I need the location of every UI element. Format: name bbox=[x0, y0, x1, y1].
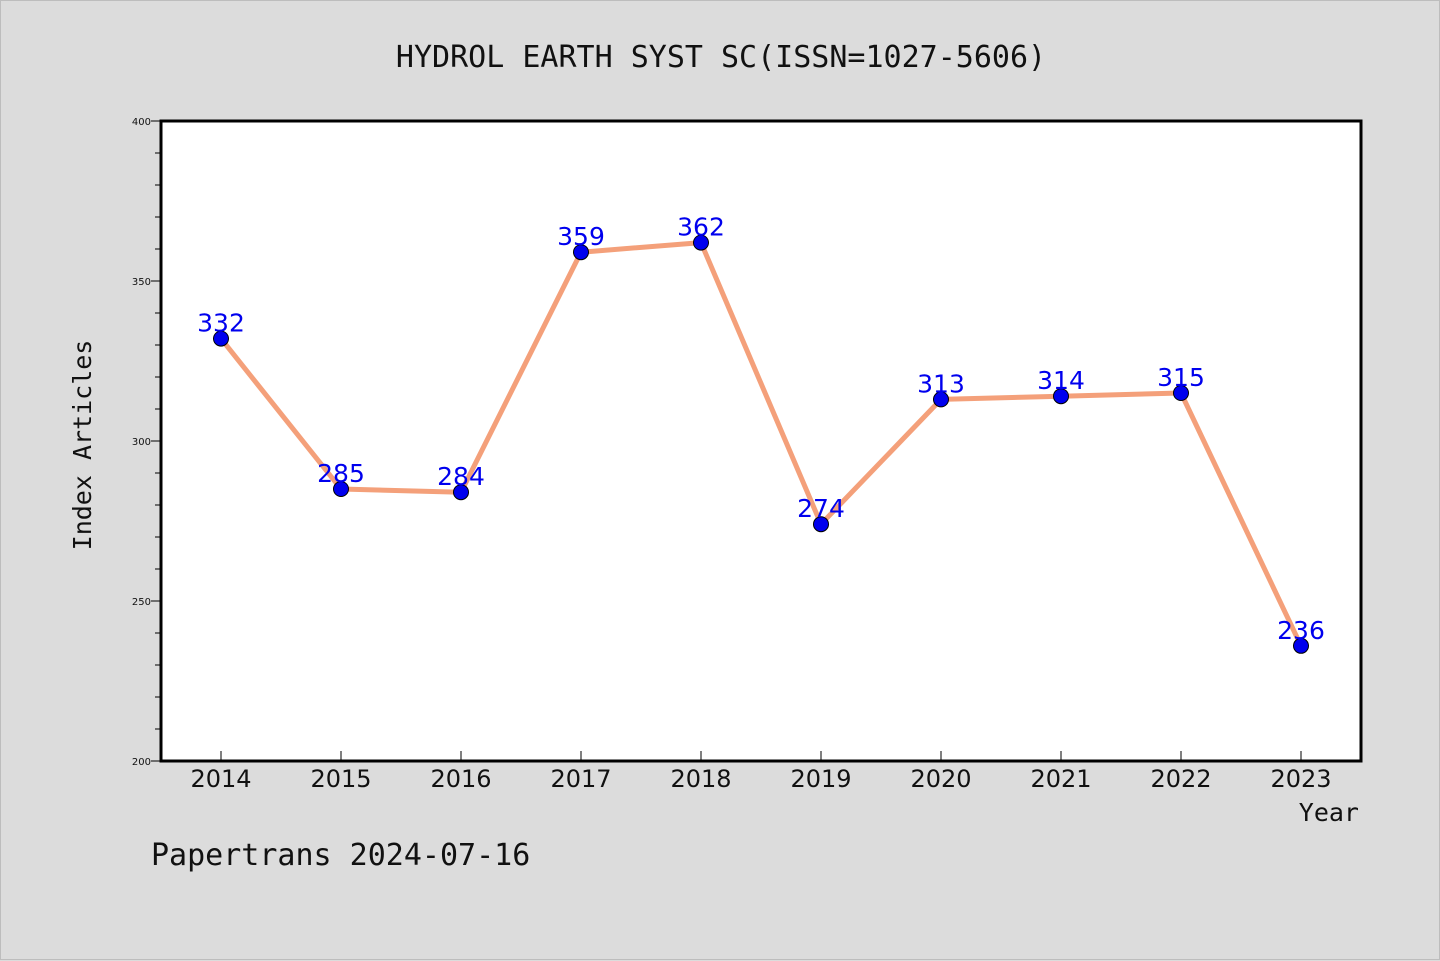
data-point bbox=[573, 244, 589, 261]
y-tick-label: 300 bbox=[132, 437, 151, 448]
data-point bbox=[933, 391, 949, 408]
data-label: 236 bbox=[1277, 616, 1325, 645]
series-line bbox=[218, 240, 1304, 649]
x-tick-label: 2021 bbox=[1030, 765, 1091, 793]
data-point bbox=[1293, 637, 1309, 654]
x-axis: 2014 2015 2016 2017 2018 2019 2020 2021 2022 2023 bbox=[190, 751, 1332, 793]
data-label: 315 bbox=[1157, 363, 1205, 392]
series-line-group bbox=[218, 240, 1304, 649]
x-tick-label: 2019 bbox=[790, 765, 851, 793]
x-tick-label: 2014 bbox=[190, 765, 251, 793]
data-label: 359 bbox=[557, 222, 605, 251]
y-tick-label: 250 bbox=[132, 597, 151, 608]
data-label: 362 bbox=[677, 213, 725, 242]
x-tick-label: 2018 bbox=[670, 765, 731, 793]
data-label: 274 bbox=[797, 494, 845, 523]
data-label: 314 bbox=[1037, 366, 1085, 395]
data-label: 332 bbox=[197, 309, 245, 338]
data-point bbox=[333, 481, 349, 497]
footer-credit: Papertrans 2024-07-16 bbox=[151, 838, 530, 873]
data-point bbox=[1173, 385, 1189, 401]
plot-area bbox=[161, 121, 1361, 761]
data-point bbox=[1053, 388, 1069, 405]
x-tick-label: 2016 bbox=[430, 765, 491, 793]
y-axis-label: Index Articles bbox=[68, 340, 97, 551]
data-label: 285 bbox=[317, 459, 365, 488]
x-tick-label: 2017 bbox=[550, 765, 611, 793]
data-label: 313 bbox=[917, 369, 965, 398]
x-tick-label: 2015 bbox=[310, 765, 371, 793]
x-tick-label: 2022 bbox=[1150, 765, 1211, 793]
data-point bbox=[693, 234, 709, 251]
x-axis-label: Year bbox=[1299, 798, 1359, 827]
marker-group bbox=[213, 234, 1309, 654]
plot-frame bbox=[159, 119, 1363, 763]
y-axis: 200 250 300 350 400 bbox=[132, 117, 161, 768]
data-label-group: 332 285 284 359 362 274 313 314 315 236 bbox=[197, 213, 1325, 645]
data-point bbox=[813, 516, 829, 533]
x-tick-label: 2023 bbox=[1270, 765, 1331, 793]
data-label: 284 bbox=[437, 462, 485, 491]
x-tick-label: 2020 bbox=[910, 765, 971, 793]
y-tick-label: 350 bbox=[132, 277, 151, 288]
y-tick-label: 400 bbox=[132, 117, 151, 128]
data-point bbox=[213, 330, 229, 347]
data-point bbox=[453, 484, 469, 501]
chart-title: HYDROL EARTH SYST SC(ISSN=1027-5606) bbox=[396, 40, 1046, 75]
y-tick-label: 200 bbox=[132, 757, 151, 768]
